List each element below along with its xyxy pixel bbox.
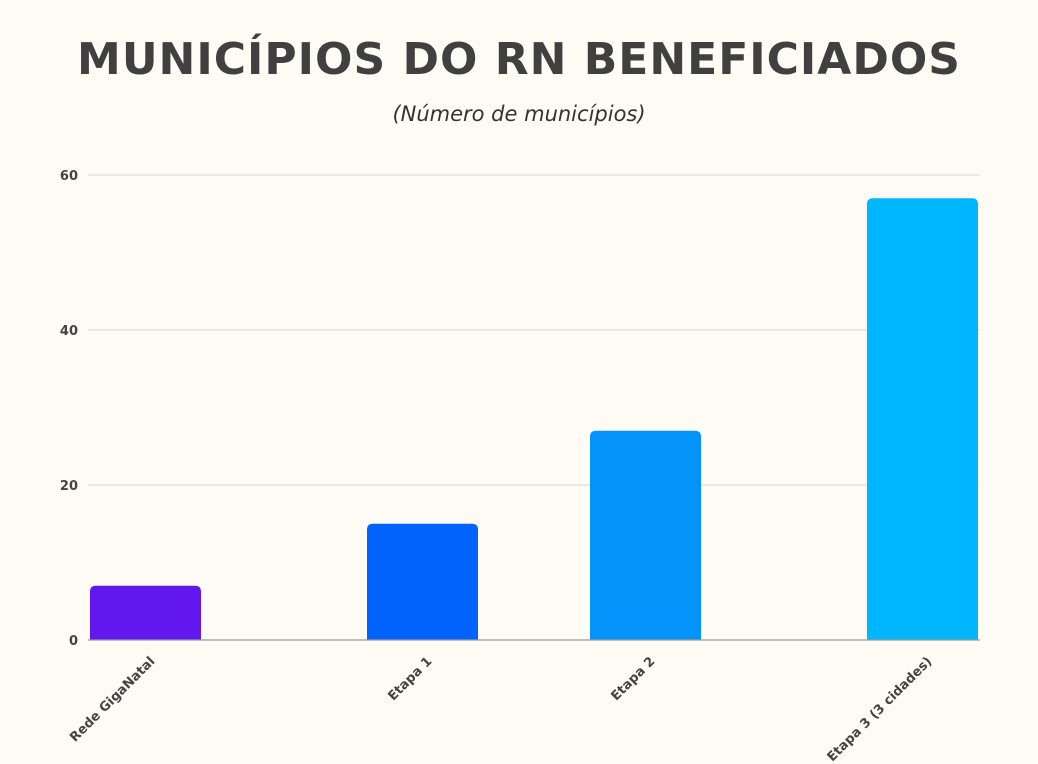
- y-tick-label: 20: [60, 479, 78, 494]
- y-tick-label: 40: [60, 324, 78, 339]
- x-category-label: Etapa 3 (3 cidades): [825, 654, 936, 764]
- bar: [867, 198, 978, 640]
- y-tick-label: 60: [60, 169, 78, 184]
- chart-subtitle: (Número de municípios): [392, 102, 646, 126]
- bar: [367, 523, 478, 640]
- chart-title: MUNICÍPIOS DO RN BENEFICIADOS: [77, 34, 961, 85]
- bar: [590, 430, 701, 640]
- bar: [90, 585, 201, 640]
- x-category-label: Rede GigaNatal: [67, 654, 158, 745]
- x-category-label: Etapa 1: [385, 654, 435, 704]
- y-tick-label: 0: [69, 634, 78, 649]
- x-category-label: Etapa 2: [608, 654, 658, 704]
